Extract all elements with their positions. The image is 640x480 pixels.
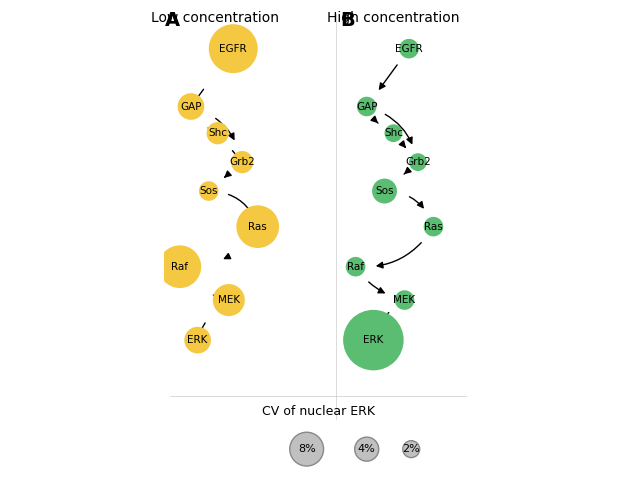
- Text: Shc: Shc: [208, 128, 227, 138]
- Circle shape: [207, 122, 228, 144]
- Circle shape: [290, 432, 324, 466]
- Circle shape: [399, 39, 419, 59]
- Text: MEK: MEK: [394, 295, 415, 305]
- Text: High concentration: High concentration: [327, 11, 460, 25]
- Circle shape: [212, 284, 245, 316]
- Text: Sos: Sos: [200, 186, 218, 196]
- Circle shape: [209, 24, 258, 73]
- Text: B: B: [340, 11, 355, 30]
- Text: EGFR: EGFR: [395, 44, 423, 54]
- Text: EGFR: EGFR: [220, 44, 247, 54]
- Text: Shc: Shc: [384, 128, 403, 138]
- Circle shape: [403, 441, 420, 457]
- Text: Ras: Ras: [424, 222, 443, 232]
- Text: 2%: 2%: [403, 444, 420, 454]
- Text: Raf: Raf: [172, 262, 188, 272]
- Circle shape: [343, 310, 404, 371]
- Circle shape: [236, 205, 279, 248]
- Circle shape: [199, 181, 218, 201]
- Circle shape: [409, 153, 427, 171]
- Text: GAP: GAP: [356, 101, 378, 111]
- Text: Sos: Sos: [375, 186, 394, 196]
- Circle shape: [355, 437, 379, 461]
- Text: 8%: 8%: [298, 444, 316, 454]
- Text: ERK: ERK: [188, 335, 208, 345]
- Text: Grb2: Grb2: [405, 157, 431, 167]
- Text: CV of nuclear ERK: CV of nuclear ERK: [262, 405, 375, 418]
- Text: Ras: Ras: [248, 222, 267, 232]
- Circle shape: [346, 257, 365, 276]
- Text: GAP: GAP: [180, 101, 202, 111]
- Text: Raf: Raf: [347, 262, 364, 272]
- Circle shape: [357, 97, 376, 116]
- Circle shape: [424, 217, 444, 237]
- Text: ERK: ERK: [364, 335, 383, 345]
- Text: Grb2: Grb2: [229, 157, 255, 167]
- Circle shape: [231, 151, 253, 173]
- Circle shape: [372, 179, 397, 204]
- Text: A: A: [165, 11, 180, 30]
- Circle shape: [159, 245, 201, 288]
- Circle shape: [385, 124, 403, 142]
- Circle shape: [178, 93, 204, 120]
- Text: MEK: MEK: [218, 295, 240, 305]
- Text: 4%: 4%: [358, 444, 376, 454]
- Circle shape: [184, 327, 211, 353]
- Text: Low concentration: Low concentration: [152, 11, 280, 25]
- Circle shape: [395, 290, 414, 310]
